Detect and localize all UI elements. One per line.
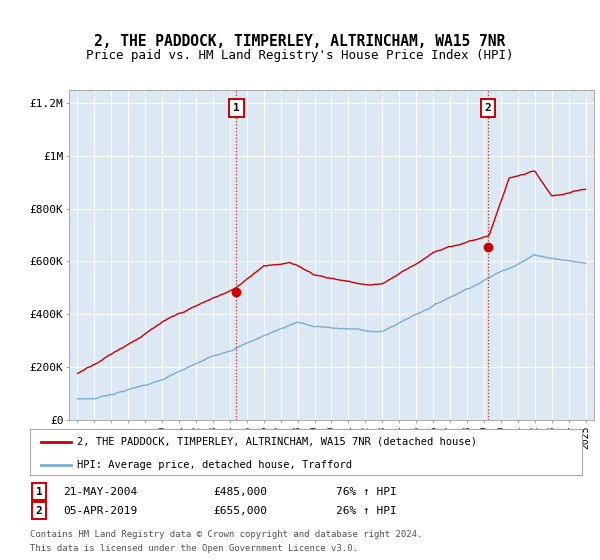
Text: 76% ↑ HPI: 76% ↑ HPI	[336, 487, 397, 497]
Text: 2, THE PADDOCK, TIMPERLEY, ALTRINCHAM, WA15 7NR (detached house): 2, THE PADDOCK, TIMPERLEY, ALTRINCHAM, W…	[77, 437, 477, 447]
Text: HPI: Average price, detached house, Trafford: HPI: Average price, detached house, Traf…	[77, 460, 352, 470]
Text: Contains HM Land Registry data © Crown copyright and database right 2024.: Contains HM Land Registry data © Crown c…	[30, 530, 422, 539]
Text: 05-APR-2019: 05-APR-2019	[63, 506, 137, 516]
Text: 1: 1	[233, 103, 239, 113]
Text: Price paid vs. HM Land Registry's House Price Index (HPI): Price paid vs. HM Land Registry's House …	[86, 49, 514, 63]
Text: 2, THE PADDOCK, TIMPERLEY, ALTRINCHAM, WA15 7NR: 2, THE PADDOCK, TIMPERLEY, ALTRINCHAM, W…	[94, 35, 506, 49]
Text: 1: 1	[35, 487, 43, 497]
Text: 21-MAY-2004: 21-MAY-2004	[63, 487, 137, 497]
Text: 2: 2	[485, 103, 491, 113]
Text: £655,000: £655,000	[213, 506, 267, 516]
Text: This data is licensed under the Open Government Licence v3.0.: This data is licensed under the Open Gov…	[30, 544, 358, 553]
Text: 2: 2	[35, 506, 43, 516]
Text: £485,000: £485,000	[213, 487, 267, 497]
Text: 26% ↑ HPI: 26% ↑ HPI	[336, 506, 397, 516]
